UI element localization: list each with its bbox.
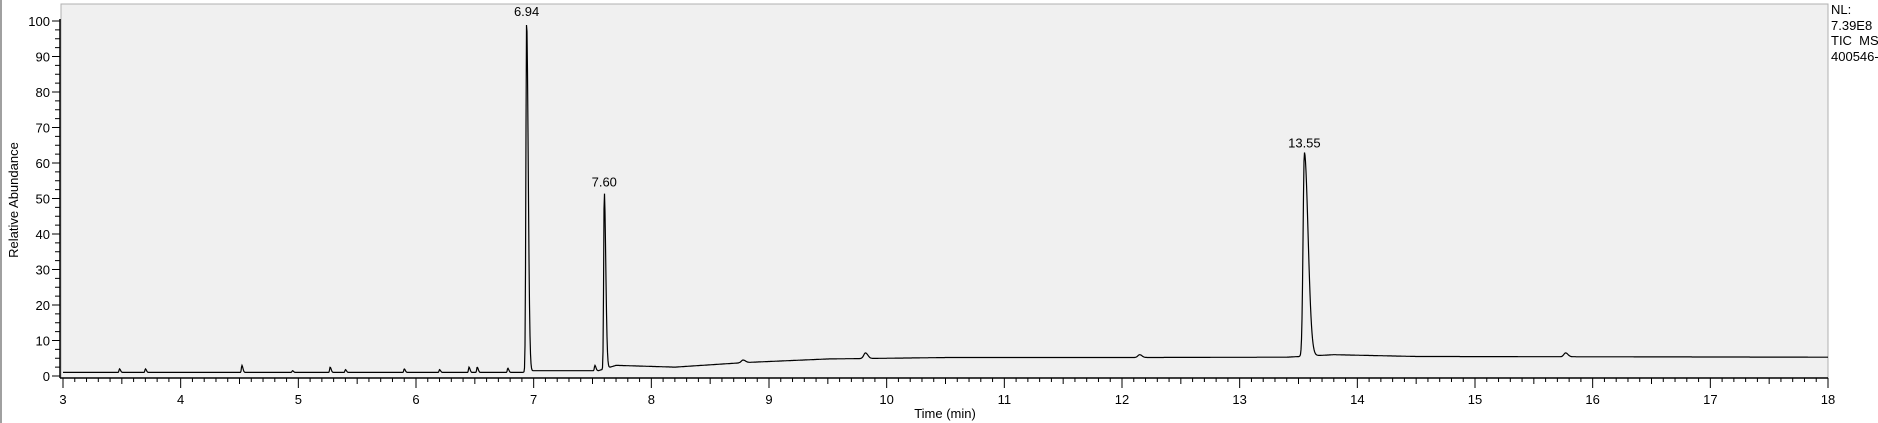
- axes: 3 4 5 6 7 8 9 10 11 12 13 14 15 16 17 18 0 10 20 30 40 50 60 70…: [28, 14, 1835, 407]
- tic-trace: [63, 24, 1828, 373]
- y-axis-label: Relative Abundance: [6, 142, 21, 258]
- file-name: 400546-: [1831, 48, 1878, 64]
- peak-labels: 6.94 7.60 13.55: [514, 4, 1321, 189]
- x-tick-label: 11: [998, 392, 1012, 407]
- x-tick-label: 13: [1232, 392, 1246, 407]
- window-border: [0, 0, 2, 423]
- x-tick-label: 15: [1468, 392, 1482, 407]
- trace-info: NL: 7.39E8 TIC MS 400546-: [1831, 2, 1878, 64]
- x-tick-label: 8: [648, 392, 655, 407]
- x-tick-label: 3: [59, 392, 66, 407]
- x-tick-label: 4: [177, 392, 184, 407]
- peak-label: 6.94: [514, 4, 539, 19]
- y-tick-label: 30: [36, 263, 50, 278]
- x-tick-label: 16: [1585, 392, 1599, 407]
- x-tick-label: 18: [1821, 392, 1835, 407]
- x-tick-label: 6: [412, 392, 419, 407]
- peak-label: 13.55: [1288, 135, 1321, 150]
- y-tick-label: 70: [36, 121, 50, 136]
- x-tick-label: 9: [765, 392, 772, 407]
- y-tick-label: 90: [36, 50, 50, 65]
- x-tick-label: 7: [530, 392, 537, 407]
- x-tick-label: 14: [1350, 392, 1364, 407]
- x-tick-label: 12: [1115, 392, 1129, 407]
- nl-label: NL:: [1831, 2, 1852, 17]
- x-tick-label: 10: [879, 392, 893, 407]
- scan-filter: TIC MS: [1831, 33, 1878, 48]
- y-tick-label: 0: [43, 369, 50, 384]
- y-tick-label: 20: [36, 298, 50, 313]
- y-tick-label: 60: [36, 156, 50, 171]
- y-tick-label: 50: [36, 192, 50, 207]
- y-tick-label: 40: [36, 227, 50, 242]
- x-tick-label: 17: [1703, 392, 1717, 407]
- x-tick-label: 5: [295, 392, 302, 407]
- peak-label: 7.60: [592, 174, 617, 189]
- x-axis-label: Time (min): [914, 406, 976, 421]
- y-tick-label: 100: [28, 14, 50, 29]
- plot-area: [60, 3, 1829, 379]
- nl-value: 7.39E8: [1831, 17, 1873, 33]
- y-tick-label: 80: [36, 85, 50, 100]
- y-tick-label: 10: [36, 334, 50, 349]
